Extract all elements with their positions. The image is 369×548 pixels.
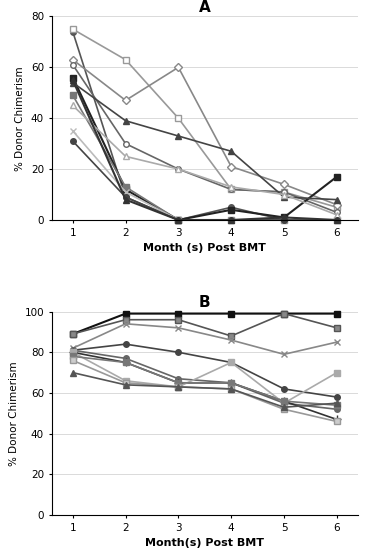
Title: A: A [199,0,211,15]
Y-axis label: % Donor Chimerism: % Donor Chimerism [9,361,19,466]
Y-axis label: % Donor Chimerism: % Donor Chimerism [15,66,25,170]
X-axis label: Month(s) Post BMT: Month(s) Post BMT [145,538,264,548]
Title: B: B [199,295,211,310]
X-axis label: Month (s) Post BMT: Month (s) Post BMT [144,243,266,253]
